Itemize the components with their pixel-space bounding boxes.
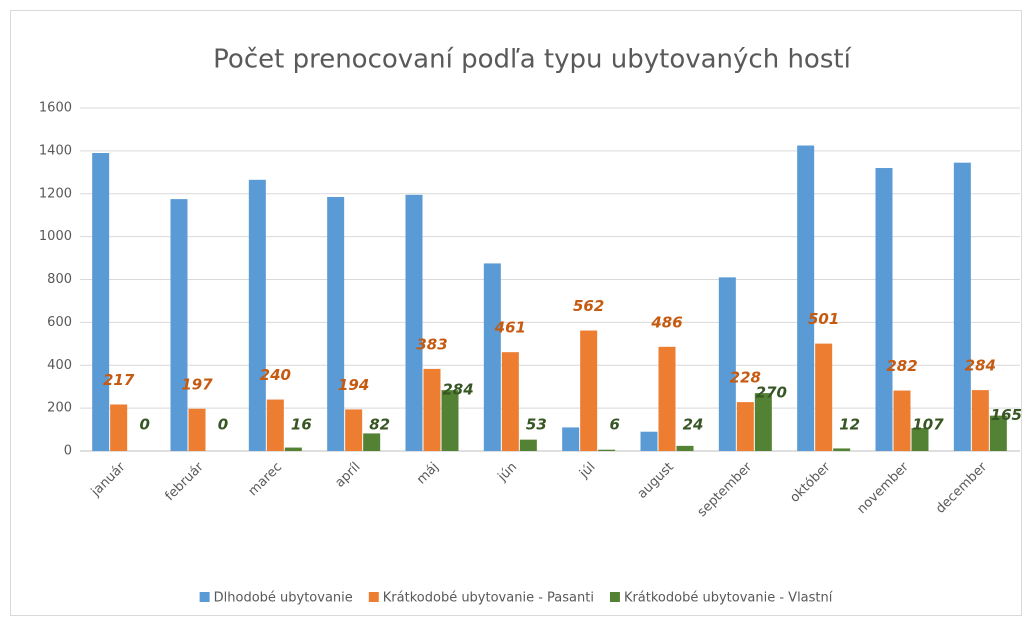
bar (815, 343, 833, 451)
bar (718, 277, 736, 451)
bar (797, 145, 815, 451)
bar (92, 153, 110, 452)
legend-label: Krátkodobé ubytovanie - Pasanti (383, 591, 594, 606)
bar (110, 404, 128, 451)
data-label: 270 (756, 384, 787, 402)
y-tick-label: 1200 (39, 186, 72, 201)
bar (953, 162, 971, 451)
y-tick-label: 200 (47, 401, 72, 416)
bar (248, 179, 266, 452)
data-label: 16 (291, 416, 312, 434)
bar (676, 445, 694, 451)
legend-swatch (609, 592, 620, 602)
y-tick-label: 1400 (39, 143, 72, 158)
legend: Dlhodobé ubytovanie Krátkodobé ubytovanie… (199, 591, 833, 606)
data-label: 284 (442, 381, 473, 399)
legend-label: Dlhodobé ubytovanie (214, 591, 353, 606)
y-tick-label: 1600 (39, 101, 72, 116)
data-label: 0 (139, 416, 149, 434)
data-label: 165 (991, 406, 1022, 424)
data-label: 217 (103, 371, 135, 389)
data-label: 383 (416, 335, 447, 353)
legend-swatch (368, 592, 379, 602)
bar (640, 431, 658, 451)
bar (188, 408, 206, 451)
bar (483, 263, 501, 451)
y-tick-label: 1000 (39, 229, 72, 244)
data-label: 194 (338, 376, 369, 394)
bar (519, 439, 537, 451)
data-label: 82 (369, 416, 390, 434)
bar (598, 449, 616, 451)
data-label: 12 (839, 416, 860, 434)
bar (363, 433, 381, 451)
data-label: 501 (808, 310, 839, 328)
bar (327, 196, 345, 451)
bar (989, 415, 1007, 451)
bar (266, 399, 284, 451)
y-tick-label: 800 (47, 272, 72, 287)
data-label: 0 (218, 416, 228, 434)
bar (971, 390, 989, 451)
data-label: 24 (683, 416, 704, 434)
bar (911, 428, 929, 451)
bar (423, 368, 441, 451)
bar (580, 330, 598, 451)
data-label: 461 (494, 319, 526, 337)
data-label: 240 (260, 366, 291, 384)
bar (754, 393, 772, 451)
data-label: 228 (730, 369, 761, 387)
bar (658, 346, 676, 451)
bar (345, 409, 363, 451)
bar (405, 194, 423, 451)
bar (170, 199, 188, 451)
bar (441, 390, 459, 451)
y-tick-label: 600 (47, 315, 72, 330)
legend-label: Krátkodobé ubytovanie - Vlastní (624, 591, 833, 606)
data-label: 6 (609, 416, 619, 434)
data-label: 282 (886, 357, 917, 375)
data-label: 562 (573, 297, 604, 315)
chart-border (10, 10, 1022, 616)
bar (284, 447, 302, 451)
bar (875, 168, 893, 451)
data-label: 107 (912, 416, 944, 434)
legend-swatch (199, 592, 210, 602)
bar (833, 448, 851, 451)
bar (736, 402, 754, 451)
data-label: 486 (650, 313, 682, 331)
y-tick-label: 400 (47, 358, 72, 373)
data-label: 284 (965, 357, 996, 375)
bar (501, 352, 519, 451)
bar (893, 390, 911, 451)
y-tick-label: 0 (64, 444, 72, 459)
data-label: 53 (526, 416, 547, 434)
chart-title: Počet prenocovaní podľa typu ubytovaných… (213, 45, 851, 75)
bar (562, 427, 580, 451)
data-label: 197 (181, 375, 213, 393)
